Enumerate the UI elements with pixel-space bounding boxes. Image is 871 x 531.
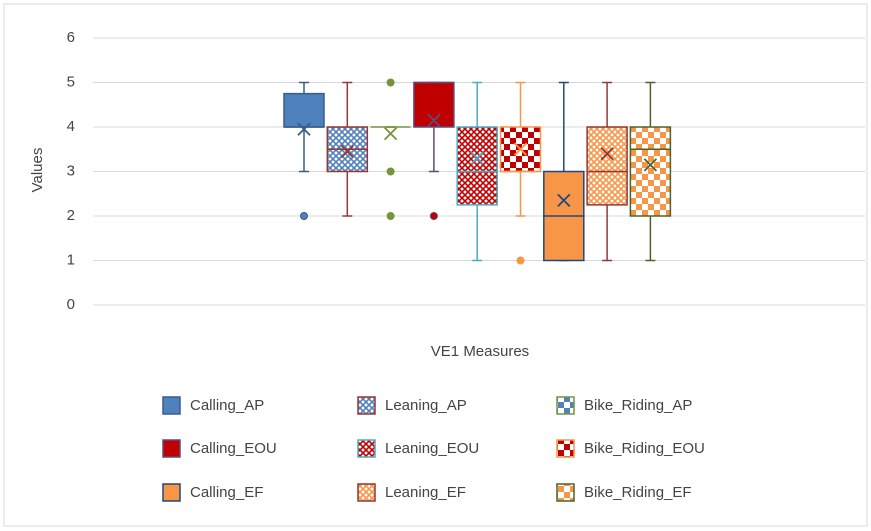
outlier: [386, 167, 395, 176]
legend-swatch: [162, 439, 181, 458]
legend-swatch: [556, 483, 575, 502]
y-axis-label: Values: [29, 148, 46, 193]
mean-marker: [557, 193, 571, 208]
mean-marker: [470, 151, 484, 165]
y-tick-label: 2: [67, 207, 75, 224]
outlier: [300, 212, 308, 220]
y-tick-label: 5: [67, 73, 75, 90]
outlier: [516, 256, 525, 265]
legend-swatch: [357, 483, 376, 502]
legend-label: Leaning_AP: [385, 397, 467, 414]
y-tick-label: 0: [67, 296, 75, 313]
legend-label: Bike_Riding_EOU: [584, 440, 705, 457]
legend-swatch: [162, 483, 181, 502]
box: [629, 126, 672, 217]
mean-marker: [643, 158, 658, 172]
legend-label: Calling_EOU: [190, 440, 277, 457]
outlier: [386, 212, 395, 220]
mean-marker: [383, 127, 398, 141]
legend-label: Calling_EF: [190, 484, 263, 501]
y-tick-label: 6: [67, 29, 75, 46]
legend-swatch: [556, 396, 575, 415]
box: [586, 126, 628, 206]
legend-label: Bike_Riding_EF: [584, 484, 692, 501]
y-tick-label: 3: [67, 162, 75, 179]
mean-marker: [427, 113, 441, 127]
box: [283, 92, 325, 128]
legend-label: Calling_AP: [190, 397, 264, 414]
mean-marker: [600, 147, 614, 161]
legend-label: Leaning_EF: [385, 484, 466, 501]
mean-marker: [297, 122, 311, 136]
legend-label: Leaning_EOU: [385, 440, 479, 457]
y-tick-label: 4: [67, 118, 75, 135]
x-axis-label: VE1 Measures: [431, 343, 529, 360]
mean-marker: [513, 142, 528, 156]
y-tick-label: 1: [67, 251, 75, 268]
legend-swatch: [357, 439, 376, 458]
legend-swatch: [556, 439, 575, 458]
outlier: [386, 78, 395, 87]
mean-marker: [340, 144, 354, 159]
legend-label: Bike_Riding_AP: [584, 397, 692, 414]
outlier: [429, 212, 438, 220]
legend-swatch: [162, 396, 181, 415]
box: [456, 126, 498, 206]
legend-swatch: [357, 396, 376, 415]
